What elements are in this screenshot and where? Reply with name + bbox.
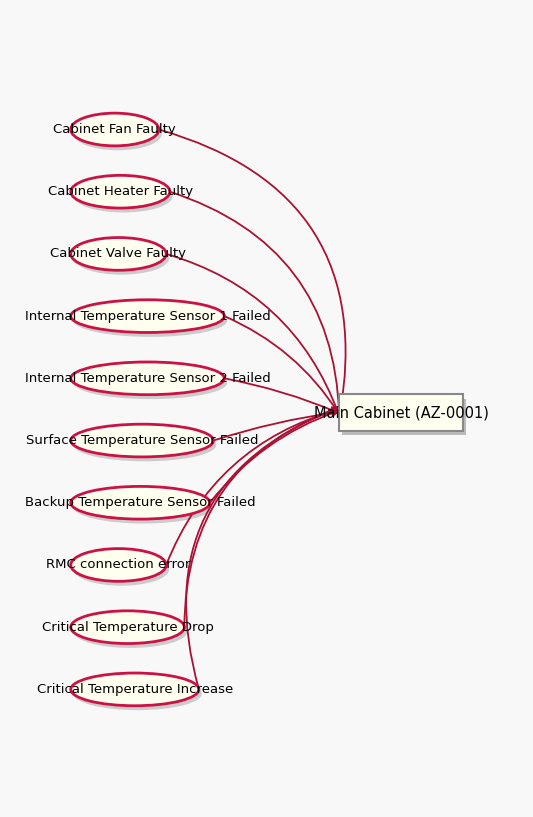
- FancyBboxPatch shape: [342, 399, 466, 435]
- Ellipse shape: [71, 424, 213, 457]
- FancyArrowPatch shape: [224, 378, 337, 413]
- Ellipse shape: [71, 238, 166, 270]
- Ellipse shape: [71, 673, 199, 706]
- Text: RMC connection error: RMC connection error: [46, 559, 191, 571]
- FancyArrowPatch shape: [159, 130, 345, 416]
- Text: Backup Temperature Sensor Failed: Backup Temperature Sensor Failed: [25, 496, 256, 509]
- Ellipse shape: [74, 491, 213, 524]
- FancyArrowPatch shape: [224, 316, 338, 413]
- Ellipse shape: [74, 366, 227, 399]
- FancyArrowPatch shape: [186, 407, 337, 690]
- Text: Cabinet Fan Faulty: Cabinet Fan Faulty: [53, 123, 176, 136]
- Text: Critical Temperature Drop: Critical Temperature Drop: [42, 621, 214, 634]
- Ellipse shape: [74, 242, 169, 275]
- Ellipse shape: [74, 180, 173, 212]
- Text: Cabinet Heater Faulty: Cabinet Heater Faulty: [48, 185, 193, 199]
- Ellipse shape: [74, 553, 169, 586]
- FancyArrowPatch shape: [210, 411, 337, 502]
- FancyBboxPatch shape: [340, 395, 463, 431]
- Ellipse shape: [74, 118, 162, 150]
- FancyArrowPatch shape: [166, 409, 337, 565]
- Text: Main Cabinet (AZ-0001): Main Cabinet (AZ-0001): [314, 405, 489, 420]
- Ellipse shape: [74, 615, 187, 648]
- Ellipse shape: [74, 429, 216, 462]
- Ellipse shape: [71, 300, 224, 333]
- Ellipse shape: [74, 304, 227, 337]
- Ellipse shape: [74, 677, 202, 710]
- FancyArrowPatch shape: [184, 408, 337, 627]
- Ellipse shape: [71, 176, 170, 208]
- Ellipse shape: [71, 113, 159, 146]
- Text: Internal Temperature Sensor 1 Failed: Internal Temperature Sensor 1 Failed: [25, 310, 270, 323]
- Text: Cabinet Valve Faulty: Cabinet Valve Faulty: [51, 248, 187, 261]
- Ellipse shape: [71, 486, 210, 519]
- Text: Critical Temperature Increase: Critical Temperature Increase: [37, 683, 233, 696]
- Ellipse shape: [71, 548, 166, 582]
- Text: Internal Temperature Sensor 2 Failed: Internal Temperature Sensor 2 Failed: [25, 372, 270, 385]
- FancyArrowPatch shape: [166, 254, 339, 414]
- Ellipse shape: [71, 362, 224, 395]
- Text: Surface Temperature Sensor Failed: Surface Temperature Sensor Failed: [26, 434, 259, 447]
- FancyArrowPatch shape: [213, 410, 337, 440]
- FancyArrowPatch shape: [170, 192, 342, 415]
- Ellipse shape: [71, 611, 184, 644]
